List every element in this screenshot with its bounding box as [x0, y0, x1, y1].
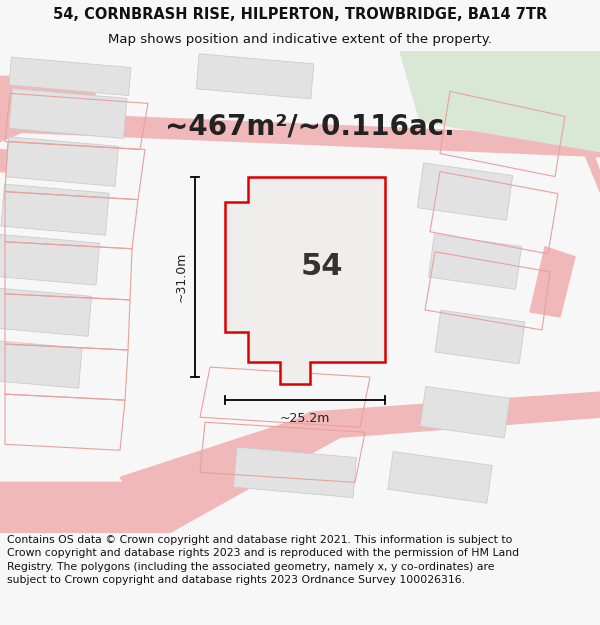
Text: Map shows position and indicative extent of the property.: Map shows position and indicative extent… — [108, 34, 492, 46]
Polygon shape — [418, 163, 512, 220]
Polygon shape — [120, 412, 340, 504]
Polygon shape — [428, 234, 521, 289]
Polygon shape — [9, 57, 131, 96]
Text: ~25.2m: ~25.2m — [280, 412, 330, 425]
Polygon shape — [0, 76, 95, 141]
Polygon shape — [0, 482, 145, 504]
Polygon shape — [0, 234, 100, 285]
Polygon shape — [500, 51, 600, 192]
Polygon shape — [5, 137, 119, 186]
Text: ~31.0m: ~31.0m — [175, 252, 187, 302]
Polygon shape — [400, 51, 600, 151]
Polygon shape — [0, 111, 600, 156]
Polygon shape — [0, 288, 92, 336]
Text: 54: 54 — [301, 253, 343, 281]
Text: ~467m²/~0.116ac.: ~467m²/~0.116ac. — [165, 112, 455, 141]
Polygon shape — [0, 340, 82, 388]
Polygon shape — [0, 149, 80, 177]
Polygon shape — [435, 310, 525, 364]
Polygon shape — [196, 54, 314, 99]
Polygon shape — [440, 51, 510, 101]
Polygon shape — [9, 88, 127, 138]
Polygon shape — [388, 451, 492, 503]
Polygon shape — [420, 386, 510, 438]
Polygon shape — [1, 184, 109, 235]
Text: Contains OS data © Crown copyright and database right 2021. This information is : Contains OS data © Crown copyright and d… — [7, 535, 520, 585]
Polygon shape — [233, 447, 356, 498]
Polygon shape — [0, 392, 600, 532]
Text: 54, CORNBRASH RISE, HILPERTON, TROWBRIDGE, BA14 7TR: 54, CORNBRASH RISE, HILPERTON, TROWBRIDG… — [53, 7, 547, 22]
Polygon shape — [225, 177, 385, 384]
Polygon shape — [530, 247, 575, 317]
